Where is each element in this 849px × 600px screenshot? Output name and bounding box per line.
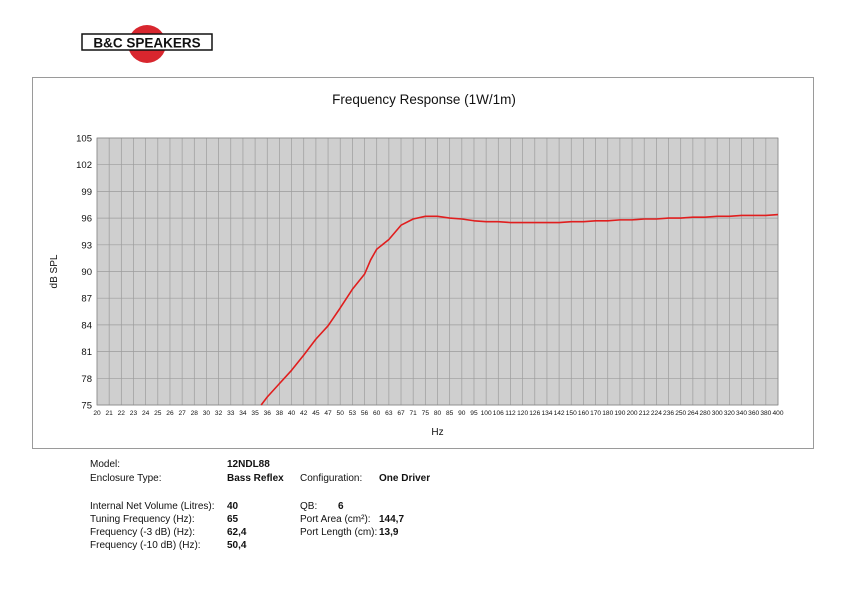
f3-label: Frequency (-3 dB) (Hz): (90, 527, 196, 538)
x-tick-label: 22 (118, 410, 126, 417)
x-tick-label: 23 (130, 410, 138, 417)
y-tick-label: 99 (81, 187, 92, 198)
x-tick-label: 190 (614, 410, 625, 417)
volume-value: 40 (227, 501, 239, 512)
x-tick-label: 50 (337, 410, 345, 417)
x-tick-label: 32 (215, 410, 223, 417)
x-tick-label: 25 (154, 410, 162, 417)
frequency-response-chart: Frequency Response (1W/1m) 75 78 81 84 87 90 9… (49, 92, 784, 438)
x-tick-label: 212 (639, 410, 650, 417)
x-tick-label: 300 (712, 410, 723, 417)
x-tick-label: 180 (602, 410, 613, 417)
x-tick-label: 280 (700, 410, 711, 417)
chart-title: Frequency Response (1W/1m) (332, 92, 516, 107)
x-tick-label: 42 (300, 410, 308, 417)
x-tick-label: 236 (663, 410, 674, 417)
x-tick-label: 36 (264, 410, 272, 417)
y-tick-label: 81 (81, 347, 92, 358)
enclosure-label: Enclosure Type: (90, 473, 162, 484)
x-tick-label: 27 (178, 410, 186, 417)
qb-label: QB: (300, 501, 318, 512)
port-length-value: 13,9 (379, 527, 399, 538)
plot-border (96, 137, 779, 406)
x-tick-label: 120 (517, 410, 528, 417)
x-tick-label: 160 (578, 410, 589, 417)
x-axis-label: Hz (431, 427, 443, 438)
x-tick-label: 28 (191, 410, 199, 417)
x-tick-label: 38 (276, 410, 284, 417)
x-tick-label: 80 (434, 410, 442, 417)
x-tick-label: 33 (227, 410, 235, 417)
configuration-label: Configuration: (300, 473, 363, 484)
brand-logo: B&C SPEAKERS (78, 24, 214, 66)
x-tick-label: 320 (724, 410, 735, 417)
x-tick-label: 24 (142, 410, 150, 417)
f10-value: 50,4 (227, 540, 247, 551)
x-tick-label: 67 (397, 410, 405, 417)
x-tick-label: 20 (93, 410, 101, 417)
model-value: 12NDL88 (227, 459, 270, 470)
x-tick-label: 47 (324, 410, 332, 417)
y-tick-label: 90 (81, 267, 92, 278)
y-tick-label: 75 (81, 401, 92, 412)
x-tick-label: 150 (566, 410, 577, 417)
x-tick-label: 35 (251, 410, 259, 417)
volume-label: Internal Net Volume (Litres): (90, 501, 215, 512)
x-tick-label: 142 (554, 410, 565, 417)
x-tick-label: 250 (675, 410, 686, 417)
qb-value: 6 (338, 501, 344, 512)
x-tick-label: 400 (772, 410, 783, 417)
x-tick-label: 224 (651, 410, 662, 417)
x-tick-label: 53 (349, 410, 357, 417)
y-tick-label: 87 (81, 294, 92, 305)
x-tick-label: 56 (361, 410, 369, 417)
x-tick-label: 360 (748, 410, 759, 417)
port-area-label: Port Area (cm²): (300, 514, 371, 525)
x-tick-label: 40 (288, 410, 296, 417)
tuning-value: 65 (227, 514, 239, 525)
x-tick-label: 340 (736, 410, 747, 417)
f3-value: 62,4 (227, 527, 247, 538)
x-tick-label: 134 (541, 410, 552, 417)
chart-panel: Frequency Response (1W/1m) 75 78 81 84 87 90 9… (32, 77, 814, 449)
y-tick-label: 96 (81, 214, 92, 225)
x-tick-label: 200 (627, 410, 638, 417)
x-tick-label: 60 (373, 410, 381, 417)
y-tick-label: 105 (76, 134, 92, 145)
x-tick-label: 21 (105, 410, 113, 417)
x-tick-label: 380 (760, 410, 771, 417)
model-label: Model: (90, 459, 121, 470)
y-axis-label: dB SPL (49, 254, 60, 288)
x-tick-label: 112 (505, 410, 516, 417)
tuning-label: Tuning Frequency (Hz): (90, 514, 195, 525)
x-tick-label: 75 (422, 410, 430, 417)
x-tick-label: 126 (529, 410, 540, 417)
logo-text: B&C SPEAKERS (93, 36, 200, 51)
x-tick-label: 63 (385, 410, 393, 417)
x-tick-label: 85 (446, 410, 454, 417)
x-tick-label: 26 (166, 410, 174, 417)
x-tick-label: 170 (590, 410, 601, 417)
x-tick-label: 90 (458, 410, 466, 417)
x-tick-label: 106 (493, 410, 504, 417)
f10-label: Frequency (-10 dB) (Hz): (90, 540, 201, 551)
x-tick-label: 71 (410, 410, 418, 417)
x-tick-label: 45 (312, 410, 320, 417)
response-curve (260, 213, 779, 406)
x-tick-label: 264 (687, 410, 698, 417)
x-tick-label: 34 (239, 410, 247, 417)
configuration-value: One Driver (379, 473, 431, 484)
y-tick-label: 84 (81, 320, 92, 331)
enclosure-value: Bass Reflex (227, 473, 284, 484)
x-tick-label: 95 (470, 410, 478, 417)
y-tick-label: 78 (81, 374, 92, 385)
y-tick-label: 102 (76, 160, 92, 171)
port-area-value: 144,7 (379, 514, 405, 525)
x-tick-label: 30 (203, 410, 211, 417)
x-tick-label: 100 (481, 410, 492, 417)
y-tick-label: 93 (81, 240, 92, 251)
port-length-label: Port Length (cm): (300, 527, 378, 538)
